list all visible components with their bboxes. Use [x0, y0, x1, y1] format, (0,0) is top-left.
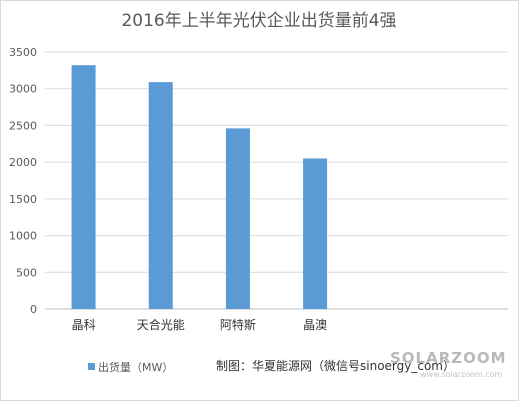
watermark-logo: SOLARZOOM: [390, 349, 507, 367]
y-tick-label: 500: [16, 266, 37, 279]
y-tick-label: 2000: [9, 156, 37, 169]
watermark-url: www.solarzoom.com: [420, 370, 503, 379]
bar: [303, 158, 328, 309]
y-tick-label: 1000: [9, 230, 37, 243]
legend-swatch: [88, 363, 95, 370]
gridlines: [45, 51, 508, 310]
source-note: 制图：华夏能源网（微信号sinoergy_com）: [216, 359, 455, 373]
legend-label: 出货量（MW）: [98, 360, 173, 374]
bar: [148, 82, 173, 309]
chart-title: 2016年上半年光伏企业出货量前4强: [121, 11, 396, 31]
x-category-label: 天合光能: [137, 317, 185, 332]
x-category-label: 阿特斯: [220, 317, 256, 332]
bar: [225, 128, 250, 309]
x-category-label: 晶澳: [303, 318, 327, 332]
bar: [71, 65, 96, 310]
bars: [71, 65, 328, 310]
x-axis-category-labels: 晶科 天合光能 阿特斯 晶澳: [72, 317, 328, 332]
x-category-label: 晶科: [72, 318, 96, 332]
y-axis-tick-labels: 0 500 1000 1500 2000 2500 3000 3500: [9, 46, 37, 316]
y-tick-label: 3000: [9, 83, 37, 96]
y-tick-label: 3500: [9, 46, 37, 59]
y-tick-label: 1500: [9, 193, 37, 206]
y-tick-label: 0: [30, 303, 37, 316]
y-tick-label: 2500: [9, 119, 37, 132]
